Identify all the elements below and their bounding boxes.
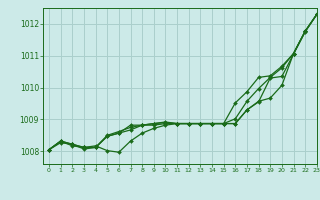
Text: Graphe pression niveau de la mer (hPa): Graphe pression niveau de la mer (hPa) [65,184,255,193]
